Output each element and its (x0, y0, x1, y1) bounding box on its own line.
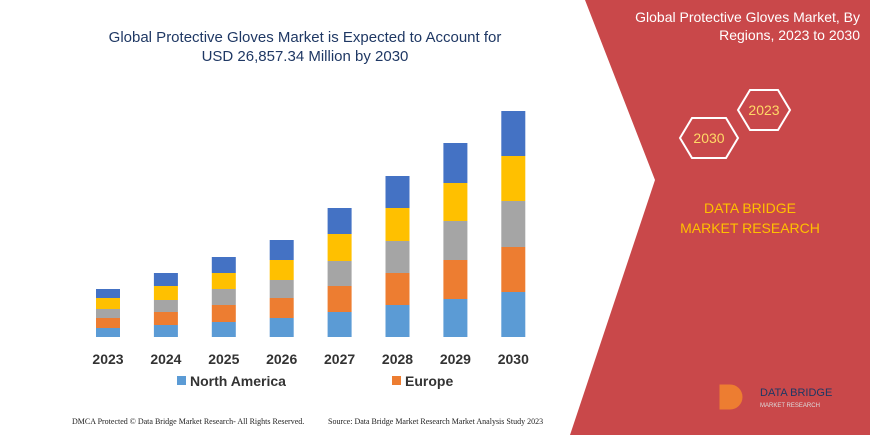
bar-segment (327, 261, 352, 286)
hexagon (678, 117, 740, 159)
bar-segment (153, 312, 178, 325)
bar-segment (269, 298, 294, 318)
chart-title: Global Protective Gloves Market is Expec… (108, 29, 502, 65)
bar-segment (96, 309, 120, 318)
bar-segment (501, 201, 526, 247)
side-panel (570, 0, 870, 435)
bar-segment (153, 325, 178, 337)
legend-swatch (177, 376, 186, 385)
x-tick-label: 2027 (324, 351, 355, 367)
bar-segment (211, 273, 236, 289)
bar-segment (385, 273, 410, 305)
bar-segment (327, 208, 352, 234)
bar-segment (501, 247, 526, 292)
logo-tagline: MARKET RESEARCH (760, 403, 820, 409)
bar-segment (269, 260, 294, 280)
bar-segment (385, 241, 410, 273)
bar-segment (269, 240, 294, 260)
bar-segment (501, 292, 526, 337)
brand: DATA BRIDGE MARKET RESEARCH (680, 200, 820, 236)
x-tick-label: 2029 (440, 351, 471, 367)
bar-segment (211, 257, 236, 273)
bar-segment (385, 208, 410, 241)
bar-segment (385, 176, 410, 208)
bar-segment (96, 318, 120, 328)
footer-left: DMCA Protected © Data Bridge Market Rese… (72, 417, 305, 426)
footer-right: Source: Data Bridge Market Research Mark… (328, 417, 544, 426)
bar-segment (211, 289, 236, 305)
bar-segment (443, 260, 468, 299)
legend-label: North America (190, 373, 286, 389)
hexagon-label: 2023 (748, 102, 779, 118)
x-tick-label: 2030 (498, 351, 529, 367)
bar-segment (501, 156, 526, 201)
x-tick-label: 2024 (150, 351, 181, 367)
bar-segment (153, 273, 178, 286)
bar-segment (385, 305, 410, 337)
x-tick-label: 2023 (92, 351, 123, 367)
legend-swatch (392, 376, 401, 385)
bar-segment (501, 111, 526, 156)
bar-segment (96, 298, 120, 309)
bar-segment (153, 300, 178, 312)
bar-segment (153, 286, 178, 300)
logo-name: DATA BRIDGE (760, 387, 832, 399)
logo-icon (719, 384, 743, 410)
bar-segment (96, 289, 120, 298)
bar-segment (327, 312, 352, 337)
legend-label: Europe (405, 373, 453, 389)
hexagon (736, 89, 792, 131)
bar-segment (96, 328, 120, 337)
bar-segment (269, 280, 294, 298)
panel-title: Global Protective Gloves Market, By Regi… (635, 9, 860, 43)
bar-segment (443, 221, 468, 260)
bar-segment (443, 299, 468, 337)
bar-segment (327, 234, 352, 261)
bar-segment (443, 183, 468, 221)
bar-segment (327, 286, 352, 312)
x-tick-label: 2025 (208, 351, 239, 367)
x-tick-label: 2026 (266, 351, 297, 367)
bar-segment (443, 143, 468, 183)
hexagon-label: 2030 (693, 130, 724, 146)
bar-segment (211, 322, 236, 337)
bar-segment (211, 305, 236, 322)
bar-segment (269, 318, 294, 337)
x-tick-label: 2028 (382, 351, 413, 367)
